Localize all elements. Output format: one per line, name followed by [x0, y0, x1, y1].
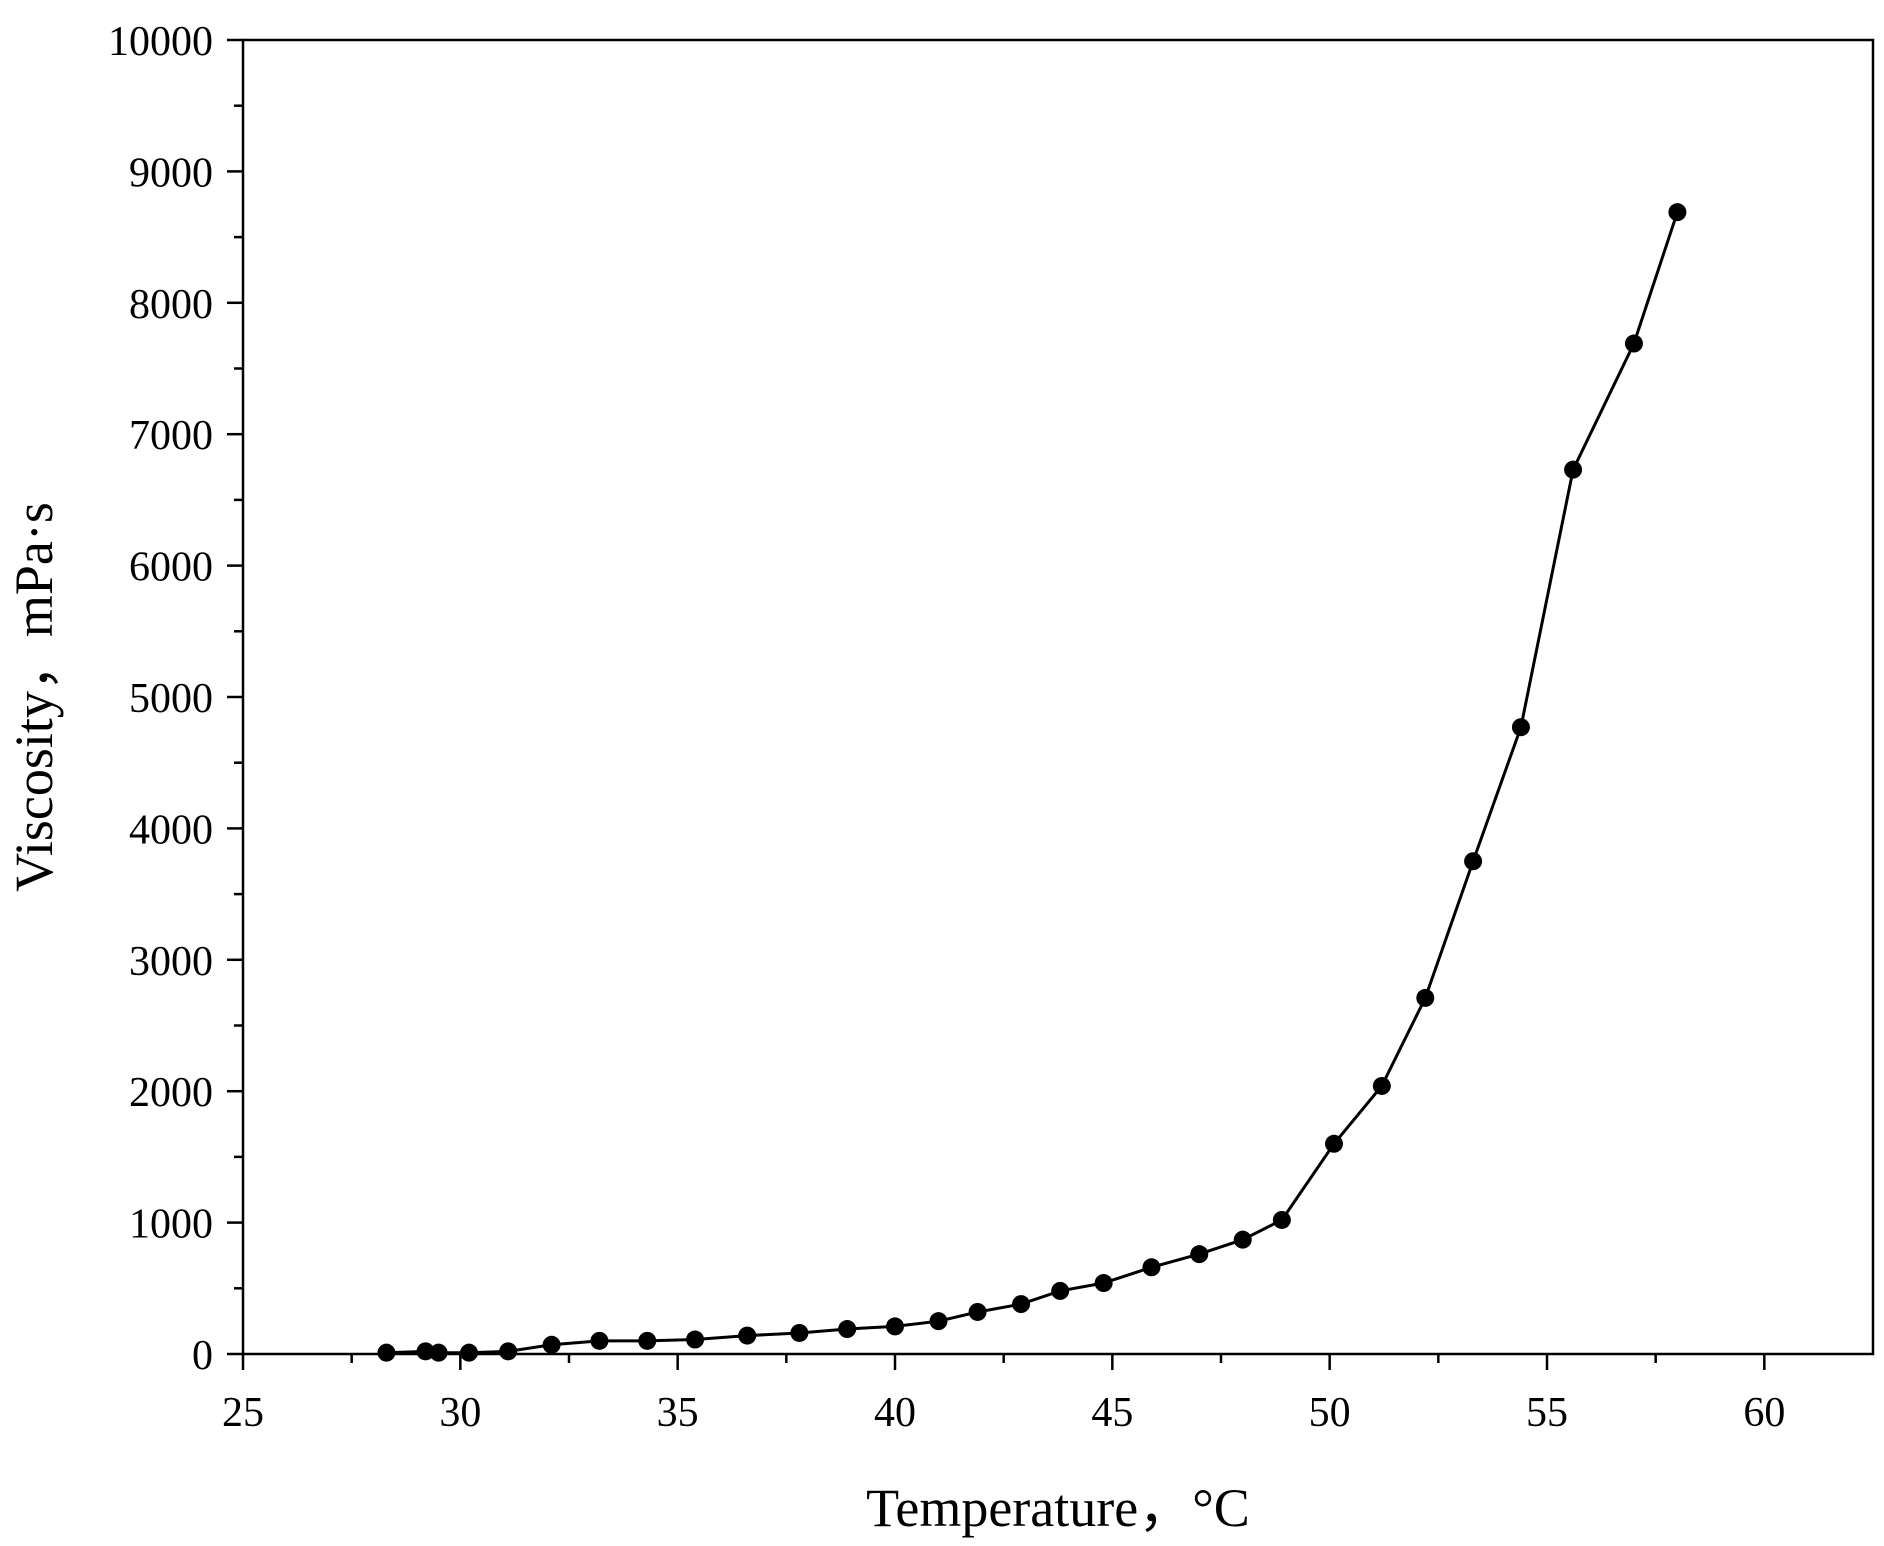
data-point [1051, 1281, 1070, 1300]
series-line [386, 211, 1679, 1355]
x-axis-title: Temperature，°C [866, 1478, 1250, 1538]
data-point [1233, 1230, 1252, 1249]
y-tick-label: 3000 [129, 939, 213, 985]
data-point [377, 1343, 396, 1362]
data-point [1190, 1245, 1209, 1264]
x-tick-label: 25 [222, 1390, 264, 1436]
data-point [1012, 1295, 1031, 1314]
data-points [377, 203, 1687, 1362]
data-point [886, 1317, 904, 1336]
data-point [638, 1331, 657, 1350]
y-tick-label: 8000 [129, 282, 213, 328]
data-point [1624, 334, 1643, 353]
data-point [1272, 1210, 1291, 1229]
x-tick-label: 45 [1091, 1390, 1133, 1436]
y-tick-label: 10000 [108, 19, 213, 65]
data-point [1564, 460, 1583, 479]
data-point [542, 1335, 561, 1354]
y-tick-label: 5000 [129, 676, 213, 722]
y-tick-label: 2000 [129, 1070, 213, 1116]
data-point [790, 1323, 809, 1342]
data-point [838, 1320, 857, 1339]
data-point [738, 1326, 757, 1345]
x-tick-label: 60 [1743, 1390, 1785, 1436]
y-axis: 0 1000 2000 3000 4000 5000 6000 7000 8000 9000 100… [108, 19, 243, 1379]
data-point [929, 1312, 948, 1331]
data-point [416, 1342, 435, 1361]
data-point [460, 1343, 479, 1362]
data-point [590, 1331, 609, 1350]
data-point [1464, 852, 1483, 871]
data-point [1325, 1134, 1344, 1153]
y-tick-label: 7000 [129, 413, 213, 459]
y-tick-label: 9000 [129, 150, 213, 196]
plot-frame [241, 38, 1875, 1356]
data-point [1511, 718, 1530, 737]
x-tick-label: 40 [874, 1390, 916, 1436]
y-axis-title: Viscosity，mPa·s [4, 502, 64, 892]
x-tick-label: 55 [1526, 1390, 1568, 1436]
data-point [968, 1302, 987, 1321]
x-tick-label: 30 [439, 1390, 481, 1436]
y-tick-label: 4000 [129, 807, 213, 853]
data-point [1416, 988, 1435, 1007]
data-point [499, 1342, 518, 1361]
data-point [1372, 1076, 1391, 1095]
x-tick-label: 35 [657, 1390, 699, 1436]
y-tick-label: 0 [192, 1333, 213, 1379]
y-tick-label: 6000 [129, 545, 213, 591]
data-point [1668, 203, 1687, 222]
data-point [1094, 1274, 1113, 1293]
data-point [686, 1330, 705, 1349]
x-axis: 25 30 35 40 45 50 55 60 [222, 1354, 1785, 1436]
y-tick-label: 1000 [129, 1202, 213, 1248]
x-tick-label: 50 [1309, 1390, 1351, 1436]
data-point [1142, 1258, 1161, 1277]
data-point [429, 1343, 448, 1362]
